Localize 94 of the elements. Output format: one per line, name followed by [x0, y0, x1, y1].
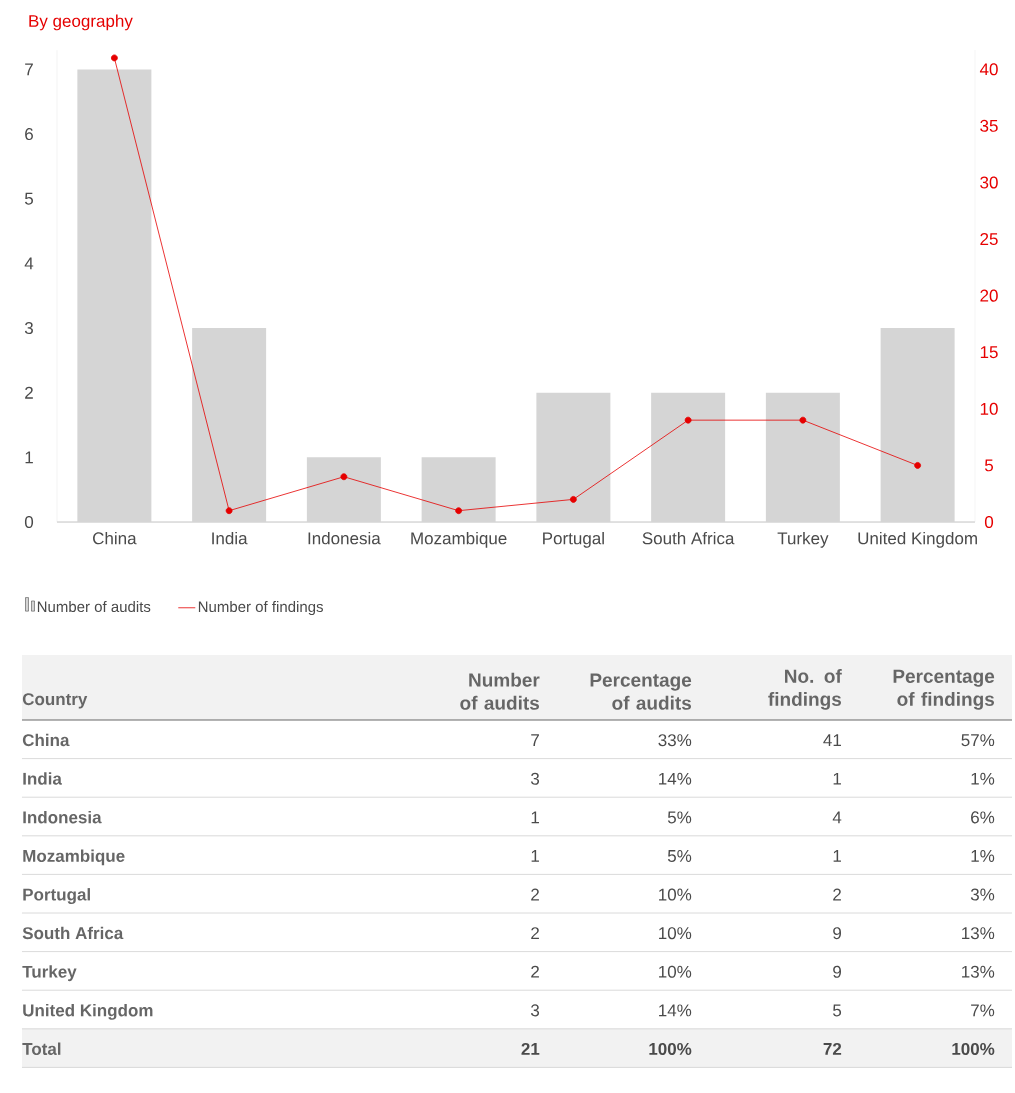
data-label: 2: [531, 965, 539, 978]
x-tick-label: India: [212, 531, 248, 545]
data-label: 21: [521, 1042, 540, 1055]
bar: [421, 457, 496, 523]
data-label: 7: [531, 734, 539, 747]
data-label: 13%: [962, 965, 995, 978]
data-label: 3%: [970, 888, 995, 901]
data-label: 4: [832, 811, 842, 824]
x-tick-label: South Africa: [642, 531, 735, 545]
category-label: Indonesia: [23, 810, 102, 824]
data-label: 10%: [659, 927, 692, 940]
y2-tick-label: 40: [979, 63, 998, 76]
data-label: 6%: [971, 811, 995, 824]
data-label: 10%: [659, 965, 692, 978]
bar: [306, 457, 381, 523]
x-tick-label: Turkey: [777, 531, 829, 548]
x-tick-label: Indonesia: [308, 531, 381, 545]
category-label: India: [23, 772, 62, 785]
x-tick-label: Portugal: [543, 531, 604, 548]
bar: [536, 392, 611, 523]
x-tick-label: China: [93, 531, 137, 545]
data-label: 2: [531, 927, 539, 940]
text: Percentage of audits: [590, 673, 692, 710]
chart-title: By geography: [29, 14, 133, 31]
category-label: Portugal: [23, 888, 90, 905]
bar: [880, 328, 955, 523]
data-label: 1: [531, 811, 539, 824]
data-label: 5%: [667, 850, 692, 862]
point: [455, 507, 463, 515]
data-label: 3: [530, 772, 540, 785]
point: [799, 416, 807, 424]
y2-tick-label: 30: [980, 176, 998, 189]
data-label: 33%: [658, 734, 692, 747]
data-label: 1%: [971, 850, 995, 862]
y2-tick-label: 10: [980, 402, 998, 415]
text: Percentage of findings: [893, 669, 995, 710]
x-tick-label: Mozambique: [411, 531, 507, 548]
y-tick-label: 5: [24, 192, 34, 205]
data-label: 100%: [952, 1042, 995, 1055]
data-label: 100%: [649, 1042, 692, 1055]
data-label: 5: [833, 1004, 842, 1017]
bar: [77, 69, 152, 523]
data-label: 1: [833, 850, 841, 862]
data-label: 1: [833, 772, 841, 785]
point: [684, 416, 692, 424]
point: [340, 473, 348, 481]
y-tick-label: 0: [24, 515, 34, 529]
data-label: 41: [823, 734, 841, 747]
data-label: 3: [530, 1004, 540, 1017]
data-label: 2: [833, 888, 841, 901]
legend-label: Number of audits: [37, 601, 151, 613]
data-label: 57%: [961, 734, 995, 747]
data-label: 7%: [971, 1004, 995, 1017]
data-label: 72: [823, 1042, 842, 1055]
y-tick-label: 4: [24, 257, 34, 270]
y2-tick-label: 20: [980, 289, 998, 302]
bar: [765, 392, 840, 523]
y2-tick-label: 15: [980, 346, 998, 359]
point: [569, 495, 577, 503]
data-label: 9: [833, 927, 841, 940]
y2-tick-label: 35: [980, 119, 998, 132]
y-tick-label: 3: [24, 322, 33, 335]
category-label: Total: [22, 1042, 61, 1055]
point: [914, 462, 922, 469]
category-label: United Kingdom: [23, 1003, 153, 1020]
bar: [651, 392, 726, 523]
text: No. of findings: [768, 669, 842, 710]
category-label: China: [22, 733, 70, 747]
legend-label: Number of findings: [198, 601, 323, 616]
data-label: 13%: [962, 927, 995, 940]
y-tick-label: 1: [25, 451, 33, 464]
x-tick-label: United Kingdom: [858, 531, 977, 548]
data-label: 14%: [659, 772, 692, 785]
category-label: South Africa: [22, 926, 124, 940]
y2-tick-label: 5: [984, 459, 994, 472]
data-label: 10%: [659, 888, 692, 901]
data-label: 1: [531, 850, 539, 862]
data-label: 5%: [667, 811, 692, 824]
y2-tick-label: 0: [984, 515, 994, 529]
data-label: 2: [531, 888, 539, 901]
text: Number of audits: [460, 672, 540, 710]
data-label: 1%: [971, 772, 995, 785]
point: [110, 54, 118, 62]
data-label: 14%: [659, 1004, 692, 1017]
y-tick-label: 6: [25, 128, 33, 141]
category-label: Mozambique: [23, 849, 125, 866]
point: [225, 507, 233, 515]
y-tick-label: 2: [25, 386, 33, 399]
bar: [192, 328, 267, 523]
y2-tick-label: 25: [980, 233, 998, 246]
y-tick-label: 7: [25, 63, 33, 76]
category-label: Turkey: [22, 965, 77, 982]
data-label: 9: [833, 965, 841, 978]
text: Country: [22, 693, 88, 709]
